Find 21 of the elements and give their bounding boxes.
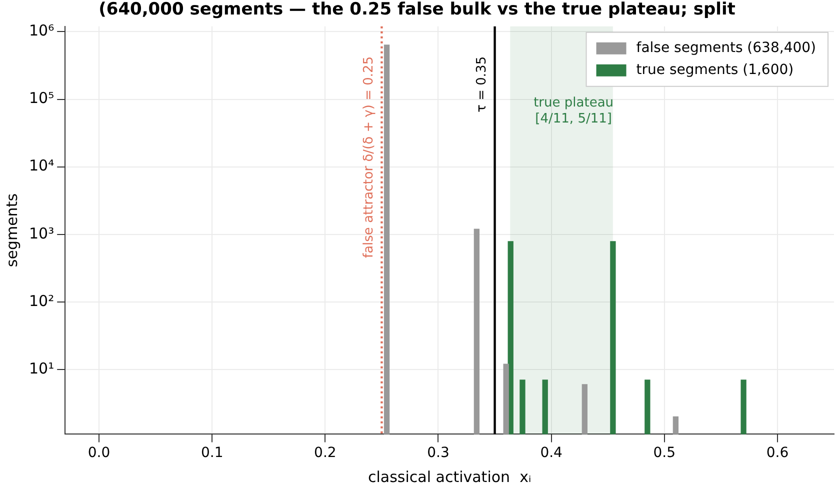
chart-title: (640,000 segments — the 0.25 false bulk vs the true plateau; split xyxy=(98,0,736,20)
x-tick-label: 0.1 xyxy=(200,445,224,462)
x-tick-label: 0.3 xyxy=(427,445,450,462)
x-tick-label: 0.4 xyxy=(540,445,563,462)
y-tick-label: 10⁴ xyxy=(28,156,54,175)
x-tick-label: 0.2 xyxy=(314,445,336,462)
band-label: true plateau [4/11, 5/11] xyxy=(534,95,614,126)
legend-label: true segments (1,600) xyxy=(636,62,794,78)
y-axis-title: segments xyxy=(2,193,21,268)
y-tick-label: 10² xyxy=(28,292,54,310)
legend-label: false segments (638,400) xyxy=(636,40,816,56)
x-tick-label: 0.5 xyxy=(653,445,676,462)
y-tick-label: 10¹ xyxy=(28,359,54,378)
y-tick-label: 10³ xyxy=(28,224,54,242)
ref-line-label: τ = 0.35 xyxy=(474,56,490,112)
x-axis-title: classical activation xᵢ xyxy=(368,468,532,486)
x-tick-label: 0.6 xyxy=(766,445,789,462)
y-tick-label: 10⁶ xyxy=(28,22,54,40)
ref-line-label: false attractor δ/(δ + γ) = 0.25 xyxy=(362,56,377,258)
y-tick-label: 10⁵ xyxy=(28,89,54,108)
x-tick-label: 0.0 xyxy=(88,445,110,462)
